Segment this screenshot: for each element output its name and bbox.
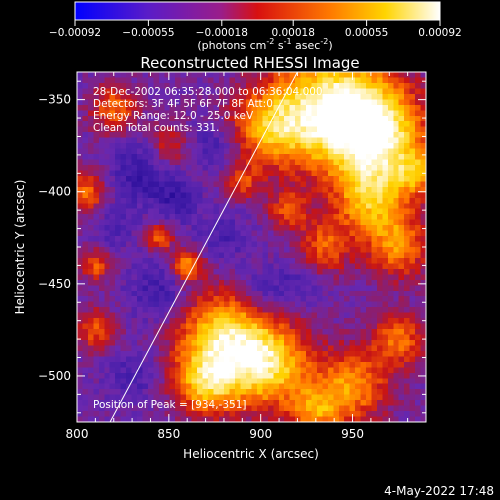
colorbar-tick-label: 0.00092 xyxy=(418,27,461,39)
annotation-method: Clean Total counts: 331. xyxy=(93,122,219,134)
footer-date: 4-May-2022 17:48 xyxy=(384,484,494,498)
chart-title: Reconstructed RHESSI Image xyxy=(140,54,359,72)
y-tick-label: −450 xyxy=(38,277,71,291)
x-tick-label: 850 xyxy=(157,427,180,441)
colorbar-tick-label: 0.00018 xyxy=(271,27,314,39)
annotation-energy: Energy Range: 12.0 - 25.0 keV xyxy=(93,110,254,122)
colorbar-tick-label: −0.00092 xyxy=(49,27,101,39)
solar-limb-line xyxy=(109,72,298,422)
y-axis-label: Heliocentric Y (arcsec) xyxy=(13,180,27,315)
annotation-peak: Position of Peak = [934,-351] xyxy=(93,399,247,411)
annotation-detectors: Detectors: 3F 4F 5F 6F 7F 8F Att:0 xyxy=(93,98,273,110)
colorbar-tick-label: −0.00055 xyxy=(122,27,174,39)
annotation-time: 28-Dec-2002 06:35:28.000 to 06:36:04.000 xyxy=(93,86,323,98)
annotation-block: 28-Dec-2002 06:35:28.000 to 06:36:04.000… xyxy=(93,86,323,411)
colorbar-tick-label: 0.00055 xyxy=(345,27,388,39)
colorbar-tick-label: −0.00018 xyxy=(196,27,248,39)
x-tick-label: 800 xyxy=(66,427,89,441)
colorbar xyxy=(74,1,441,21)
heatmap-image xyxy=(77,72,426,422)
x-tick-label: 950 xyxy=(341,427,364,441)
heatmap-cells xyxy=(77,72,426,422)
axis-ticks: 800 850 900 950 −350 −400 −450 −500 xyxy=(38,72,426,441)
x-tick-label: 900 xyxy=(249,427,272,441)
y-tick-label: −350 xyxy=(38,93,71,107)
x-axis-label: Heliocentric X (arcsec) xyxy=(183,447,319,461)
y-tick-label: −400 xyxy=(38,185,71,199)
colorbar-ticks: −0.00092 −0.00055 −0.00018 0.00018 0.00055 0.… xyxy=(49,20,462,39)
colorbar-label: (photons cm-2 s-1 asec-2) xyxy=(197,37,332,52)
y-tick-label: −500 xyxy=(38,369,71,383)
